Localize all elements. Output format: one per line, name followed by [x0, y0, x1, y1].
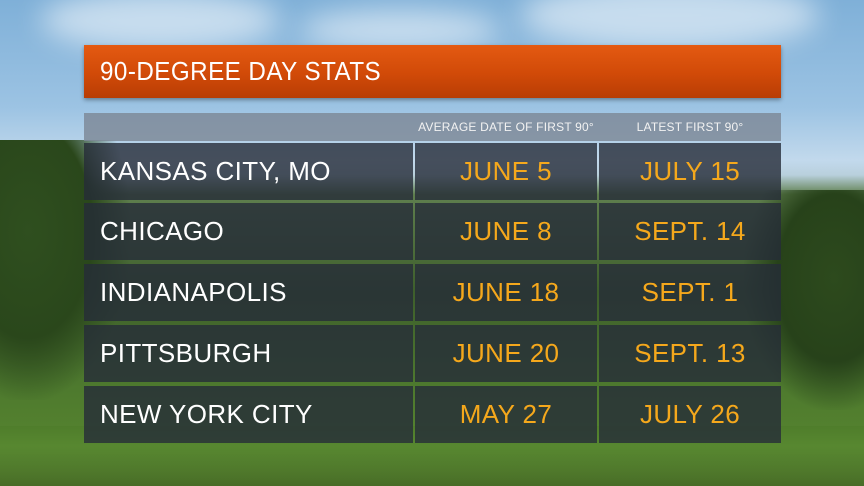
cloud: [520, 0, 820, 50]
table-row: KANSAS CITY, MO JUNE 5 JULY 15: [84, 143, 781, 200]
average-date: JUNE 5: [460, 156, 552, 186]
average-date: JUNE 18: [452, 277, 560, 307]
city-name: PITTSBURGH: [100, 338, 272, 368]
cloud: [300, 10, 500, 50]
average-cell: JUNE 5: [415, 143, 597, 200]
average-date: MAY 27: [459, 399, 553, 429]
cloud: [40, 0, 280, 50]
city-name: INDIANAPOLIS: [100, 277, 287, 307]
column-header-average: AVERAGE DATE OF FIRST 90°: [418, 120, 594, 134]
latest-cell: JULY 15: [599, 143, 781, 200]
city-cell: PITTSBURGH: [84, 325, 413, 382]
column-header-latest: LATEST FIRST 90°: [636, 120, 744, 134]
city-name: KANSAS CITY, MO: [100, 156, 331, 186]
city-cell: CHICAGO: [84, 203, 413, 260]
average-cell: MAY 27: [415, 386, 597, 443]
latest-cell: SEPT. 13: [599, 325, 781, 382]
table-row: NEW YORK CITY MAY 27 JULY 26: [84, 386, 781, 443]
latest-cell: JULY 26: [599, 386, 781, 443]
table-header-row: AVERAGE DATE OF FIRST 90° LATEST FIRST 9…: [84, 113, 781, 141]
title-bar: 90-DEGREE DAY STATS: [84, 45, 781, 98]
latest-date: SEPT. 1: [641, 277, 739, 307]
latest-date: JULY 15: [639, 156, 741, 186]
table-row: INDIANAPOLIS JUNE 18 SEPT. 1: [84, 264, 781, 321]
table-row: PITTSBURGH JUNE 20 SEPT. 13: [84, 325, 781, 382]
average-cell: JUNE 20: [415, 325, 597, 382]
average-cell: JUNE 8: [415, 203, 597, 260]
latest-date: JULY 26: [639, 399, 741, 429]
latest-cell: SEPT. 14: [599, 203, 781, 260]
stats-table: AVERAGE DATE OF FIRST 90° LATEST FIRST 9…: [84, 113, 781, 443]
latest-cell: SEPT. 1: [599, 264, 781, 321]
table-row: CHICAGO JUNE 8 SEPT. 14: [84, 203, 781, 260]
city-cell: KANSAS CITY, MO: [84, 143, 413, 200]
city-name: NEW YORK CITY: [100, 399, 313, 429]
city-cell: NEW YORK CITY: [84, 386, 413, 443]
city-name: CHICAGO: [100, 216, 225, 246]
latest-date: SEPT. 14: [634, 216, 746, 246]
field-shadow: [0, 446, 864, 486]
graphic-title: 90-DEGREE DAY STATS: [100, 56, 382, 86]
average-date: JUNE 20: [452, 338, 560, 368]
city-cell: INDIANAPOLIS: [84, 264, 413, 321]
latest-date: SEPT. 13: [634, 338, 746, 368]
average-cell: JUNE 18: [415, 264, 597, 321]
average-date: JUNE 8: [460, 216, 552, 246]
